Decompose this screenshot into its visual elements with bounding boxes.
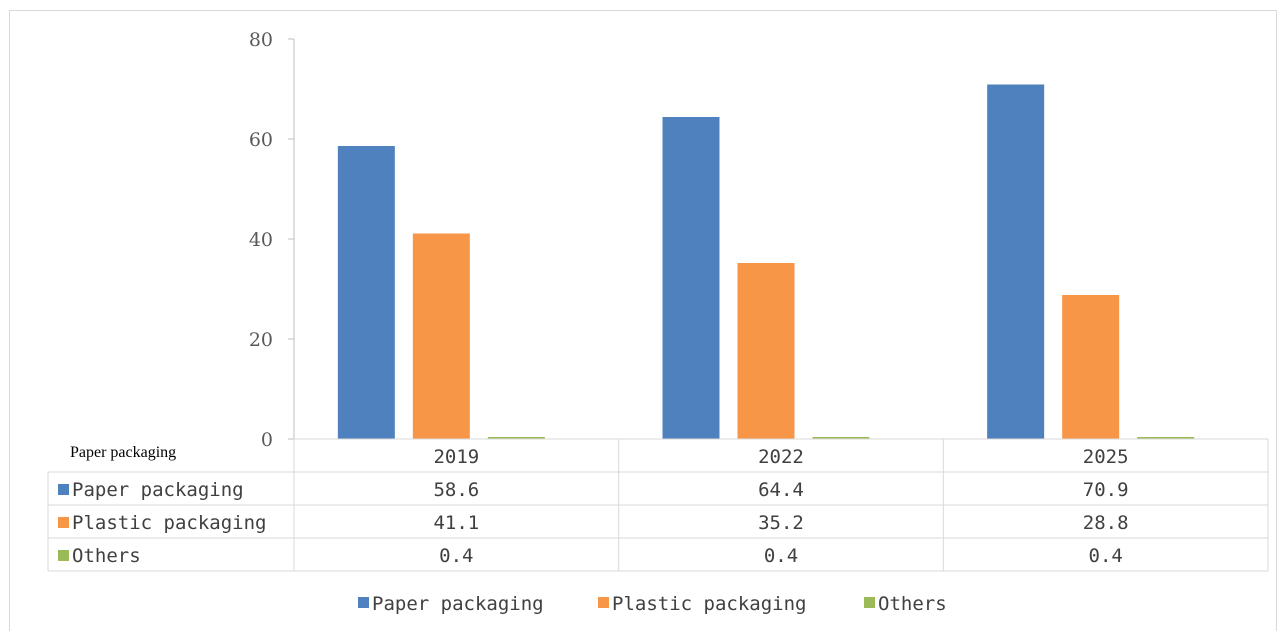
x-category-label: 2019: [433, 446, 479, 468]
bar-others-2022: [812, 437, 870, 439]
legend-swatch: [864, 597, 875, 608]
table-row-key: [58, 550, 69, 561]
table-cell: 0.4: [764, 545, 798, 567]
y-tick-label: 20: [249, 329, 273, 351]
data-table: Paper packaging 2019 2022 2025 Paper packagi…: [47, 438, 1269, 572]
legend-item: Plastic packaging: [598, 593, 806, 615]
table-cell: 0.4: [1089, 545, 1123, 567]
y-tick-label: 40: [249, 229, 273, 251]
table-cell: 64.4: [758, 479, 804, 501]
legend-label: Plastic packaging: [612, 593, 806, 615]
table-corner-label: Paper packaging: [70, 444, 176, 461]
bar-paper-packaging-2019: [337, 146, 395, 439]
table-cell: 0.4: [439, 545, 473, 567]
bar-paper-packaging-2025: [987, 84, 1045, 439]
bar-others-2019: [487, 437, 545, 439]
x-category-label: 2022: [758, 446, 804, 468]
bar-plastic-packaging-2019: [412, 233, 470, 439]
table-row-key: [58, 517, 69, 528]
table-cell: 41.1: [433, 512, 479, 534]
bar-paper-packaging-2022: [662, 117, 720, 439]
legend-swatch: [358, 597, 369, 608]
table-row-label: Others: [72, 545, 141, 567]
table-row-key: [58, 484, 69, 495]
x-category-label: 2025: [1083, 446, 1129, 468]
table-cell: 58.6: [433, 479, 479, 501]
table-cell: 35.2: [758, 512, 804, 534]
bar-plastic-packaging-2022: [737, 263, 795, 439]
bar-plastic-packaging-2025: [1062, 295, 1120, 439]
y-tick-label: 60: [249, 129, 273, 151]
axes: 0 20 40 60 80: [249, 29, 295, 451]
table-cell: 28.8: [1083, 512, 1129, 534]
y-tick-label: 80: [249, 29, 273, 51]
bars: [337, 84, 1195, 439]
y-tick-label: 0: [261, 429, 273, 451]
legend-item: Paper packaging: [358, 593, 544, 615]
table-row-label: Paper packaging: [72, 479, 244, 501]
bar-others-2025: [1137, 437, 1195, 439]
legend-label: Paper packaging: [372, 593, 544, 615]
legend: Paper packaging Plastic packaging Others: [358, 593, 947, 615]
legend-item: Others: [864, 593, 947, 615]
table-cell: 70.9: [1083, 479, 1129, 501]
table-row-label: Plastic packaging: [72, 512, 266, 534]
legend-label: Others: [878, 593, 947, 615]
legend-swatch: [598, 597, 609, 608]
